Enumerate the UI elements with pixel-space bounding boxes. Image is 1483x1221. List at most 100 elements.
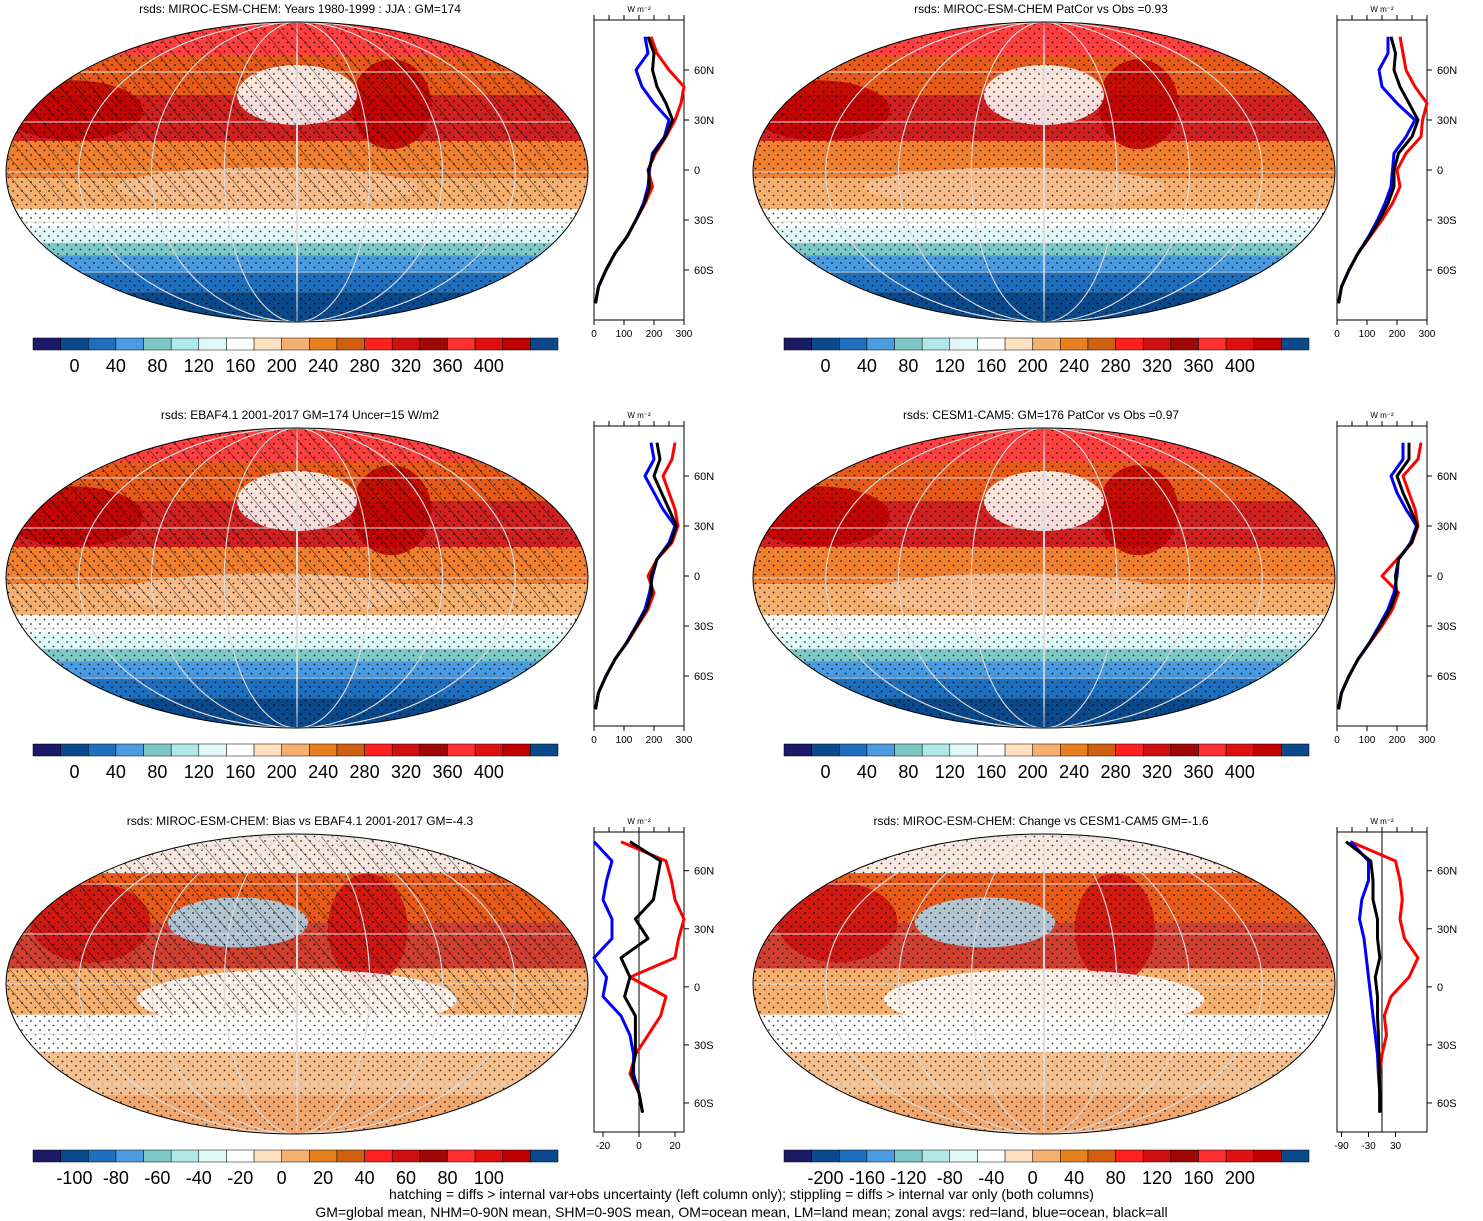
zonal-y-tick-label: 0: [694, 982, 700, 994]
colorbar-box: [530, 743, 559, 757]
zonal-x-tick-label: 100: [616, 735, 633, 746]
graticule-lon: [970, 428, 1118, 728]
zonal-series-land: [594, 442, 680, 710]
map: [5, 21, 589, 323]
colorbar-label: -80: [937, 1168, 963, 1188]
colorbar-label: 200: [1225, 1168, 1255, 1188]
colorbar-box: [839, 337, 868, 351]
colorbar-label: 360: [432, 356, 462, 376]
colorbar-label: 400: [1225, 356, 1255, 376]
colorbar: 0 40 80 120 160 200 240 280 320 360 400: [32, 743, 559, 782]
colorbar-label: 240: [1059, 356, 1089, 376]
colorbar-label: 120: [935, 356, 965, 376]
colorbar-box: [1198, 337, 1227, 351]
zonal-y-tick-label: 30S: [694, 1040, 714, 1052]
zonal-y-tick-label: 30S: [694, 215, 714, 227]
map: [752, 21, 1336, 323]
colorbar-box: [309, 337, 338, 351]
zonal-series-land: [1349, 840, 1420, 1113]
colorbar-box: [474, 743, 503, 757]
colorbar-box: [949, 337, 978, 351]
graticule-lon: [151, 428, 443, 728]
zonal-y-tick-label: 0: [694, 571, 700, 583]
colorbar-box: [281, 1149, 310, 1163]
colorbar-box: [977, 743, 1006, 757]
panel-title: rsds: MIROC-ESM-CHEM: Years 1980-1999 : …: [139, 2, 461, 16]
zonal-x-tick-label: 0: [591, 735, 597, 746]
colorbar-label: 360: [432, 762, 462, 782]
graticule-lon: [1043, 22, 1045, 322]
colorbar-label: 20: [313, 1168, 333, 1188]
zonal-x-tick-label: 20: [669, 1141, 681, 1152]
zonal-mean-plot: W m⁻² -20 0 20 60N 30N 0 30S 60S: [592, 817, 714, 1152]
colorbar-box: [1142, 337, 1172, 351]
zonal-x-tick-label: 200: [646, 735, 663, 746]
zonal-x-tick-label: 100: [1359, 329, 1376, 340]
panel-p4: rsds: CESM1-CAM5: GM=176 PatCor vs Obs =…: [741, 406, 1483, 791]
colorbar-box: [1142, 743, 1172, 757]
zonal-series-all: [1337, 36, 1420, 304]
colorbar-box: [364, 337, 393, 351]
colorbar-box: [502, 743, 531, 757]
colorbar-box: [866, 337, 895, 351]
hatching: [6, 428, 563, 609]
graticule-lon: [151, 834, 443, 1134]
graticule-lon: [78, 834, 516, 1134]
map-border: [752, 833, 1336, 1135]
colorbar-box: [419, 1149, 448, 1163]
zonal-x-tick-label: -30: [1361, 1141, 1376, 1152]
colorbar-box: [32, 337, 61, 351]
zonal-series-land: [1337, 442, 1423, 710]
colorbar-box: [1032, 743, 1061, 757]
graticule-lon: [151, 22, 443, 322]
zonal-x-tick-label: 300: [1419, 329, 1436, 340]
colorbar-box: [364, 1149, 393, 1163]
zonal-x-tick-label: 200: [1389, 735, 1406, 746]
colorbar-box: [894, 743, 923, 757]
map-border: [5, 427, 589, 729]
colorbar-box: [309, 1149, 338, 1163]
zonal-series-all: [619, 840, 663, 1113]
colorbar-box: [783, 743, 812, 757]
colorbar-label: 40: [106, 356, 126, 376]
zonal-y-tick-label: 60N: [1437, 471, 1457, 483]
colorbar-box: [32, 1149, 61, 1163]
colorbar-box: [921, 743, 951, 757]
zonal-y-tick-label: 0: [1437, 165, 1443, 177]
panel-title: rsds: CESM1-CAM5: GM=176 PatCor vs Obs =…: [902, 408, 1180, 422]
graticule-lon: [970, 834, 1118, 1134]
colorbar-box: [1281, 1149, 1310, 1163]
colorbar-label: 100: [474, 1168, 504, 1188]
colorbar-box: [1060, 1149, 1089, 1163]
colorbar-box: [253, 1149, 282, 1163]
graticule-lon: [898, 834, 1190, 1134]
colorbar-box: [447, 743, 476, 757]
colorbar-box: [1142, 1149, 1172, 1163]
colorbar-label: 120: [935, 762, 965, 782]
colorbar-label: 80: [437, 1168, 457, 1188]
colorbar-box: [1198, 1149, 1227, 1163]
zonal-mean-plot: W m⁻² 0 100 200 300 60N 30N 0 30S 60S: [591, 5, 714, 340]
zonal-y-tick-label: 60N: [1437, 65, 1457, 77]
colorbar-label: 80: [147, 762, 167, 782]
zonal-x-tick-label: -20: [596, 1141, 611, 1152]
colorbar-box: [811, 1149, 840, 1163]
colorbar-box: [60, 743, 89, 757]
colorbar-box: [198, 743, 227, 757]
zonal-unit: W m⁻²: [1370, 5, 1394, 14]
colorbar-box: [1253, 337, 1282, 351]
colorbar-box: [1281, 337, 1310, 351]
map-border: [752, 427, 1336, 729]
colorbar-label: 320: [1142, 762, 1172, 782]
zonal-x-tick-label: 300: [1419, 735, 1436, 746]
graticule-lon: [825, 834, 1263, 1134]
colorbar-box: [1253, 743, 1282, 757]
colorbar-box: [336, 743, 365, 757]
colorbar-box: [1115, 337, 1144, 351]
zonal-series-ocean: [594, 36, 671, 304]
zonal-frame: [593, 425, 685, 727]
colorbar-label: 80: [147, 356, 167, 376]
colorbar-box: [474, 337, 503, 351]
colorbar-box: [115, 1149, 144, 1163]
map: [5, 427, 589, 729]
